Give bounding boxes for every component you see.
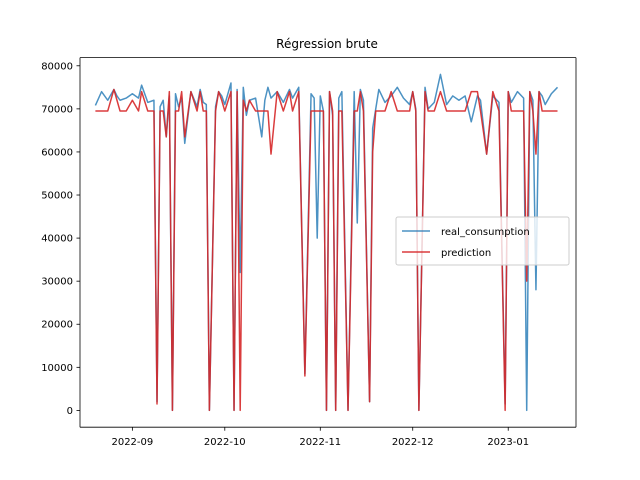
- y-tick-label: 50000: [41, 191, 73, 202]
- legend-label-real-consumption: real_consumption: [441, 227, 530, 238]
- y-tick-label: 80000: [41, 61, 73, 72]
- legend: real_consumption prediction: [396, 217, 569, 265]
- x-tick-label: 2023-01: [487, 437, 529, 448]
- y-tick-label: 0: [67, 406, 73, 417]
- chart-title: Régression brute: [276, 37, 378, 51]
- x-tick-label: 2022-11: [299, 437, 341, 448]
- y-tick-label: 70000: [41, 104, 73, 115]
- y-tick-label: 40000: [41, 234, 73, 245]
- x-tick-label: 2022-12: [392, 437, 434, 448]
- legend-label-prediction: prediction: [441, 248, 491, 259]
- y-tick-label: 10000: [41, 363, 73, 374]
- y-tick-label: 30000: [41, 277, 73, 288]
- y-tick-label: 20000: [41, 320, 73, 331]
- x-tick-label: 2022-09: [111, 437, 153, 448]
- y-tick-label: 60000: [41, 147, 73, 158]
- x-tick-label: 2022-10: [204, 437, 246, 448]
